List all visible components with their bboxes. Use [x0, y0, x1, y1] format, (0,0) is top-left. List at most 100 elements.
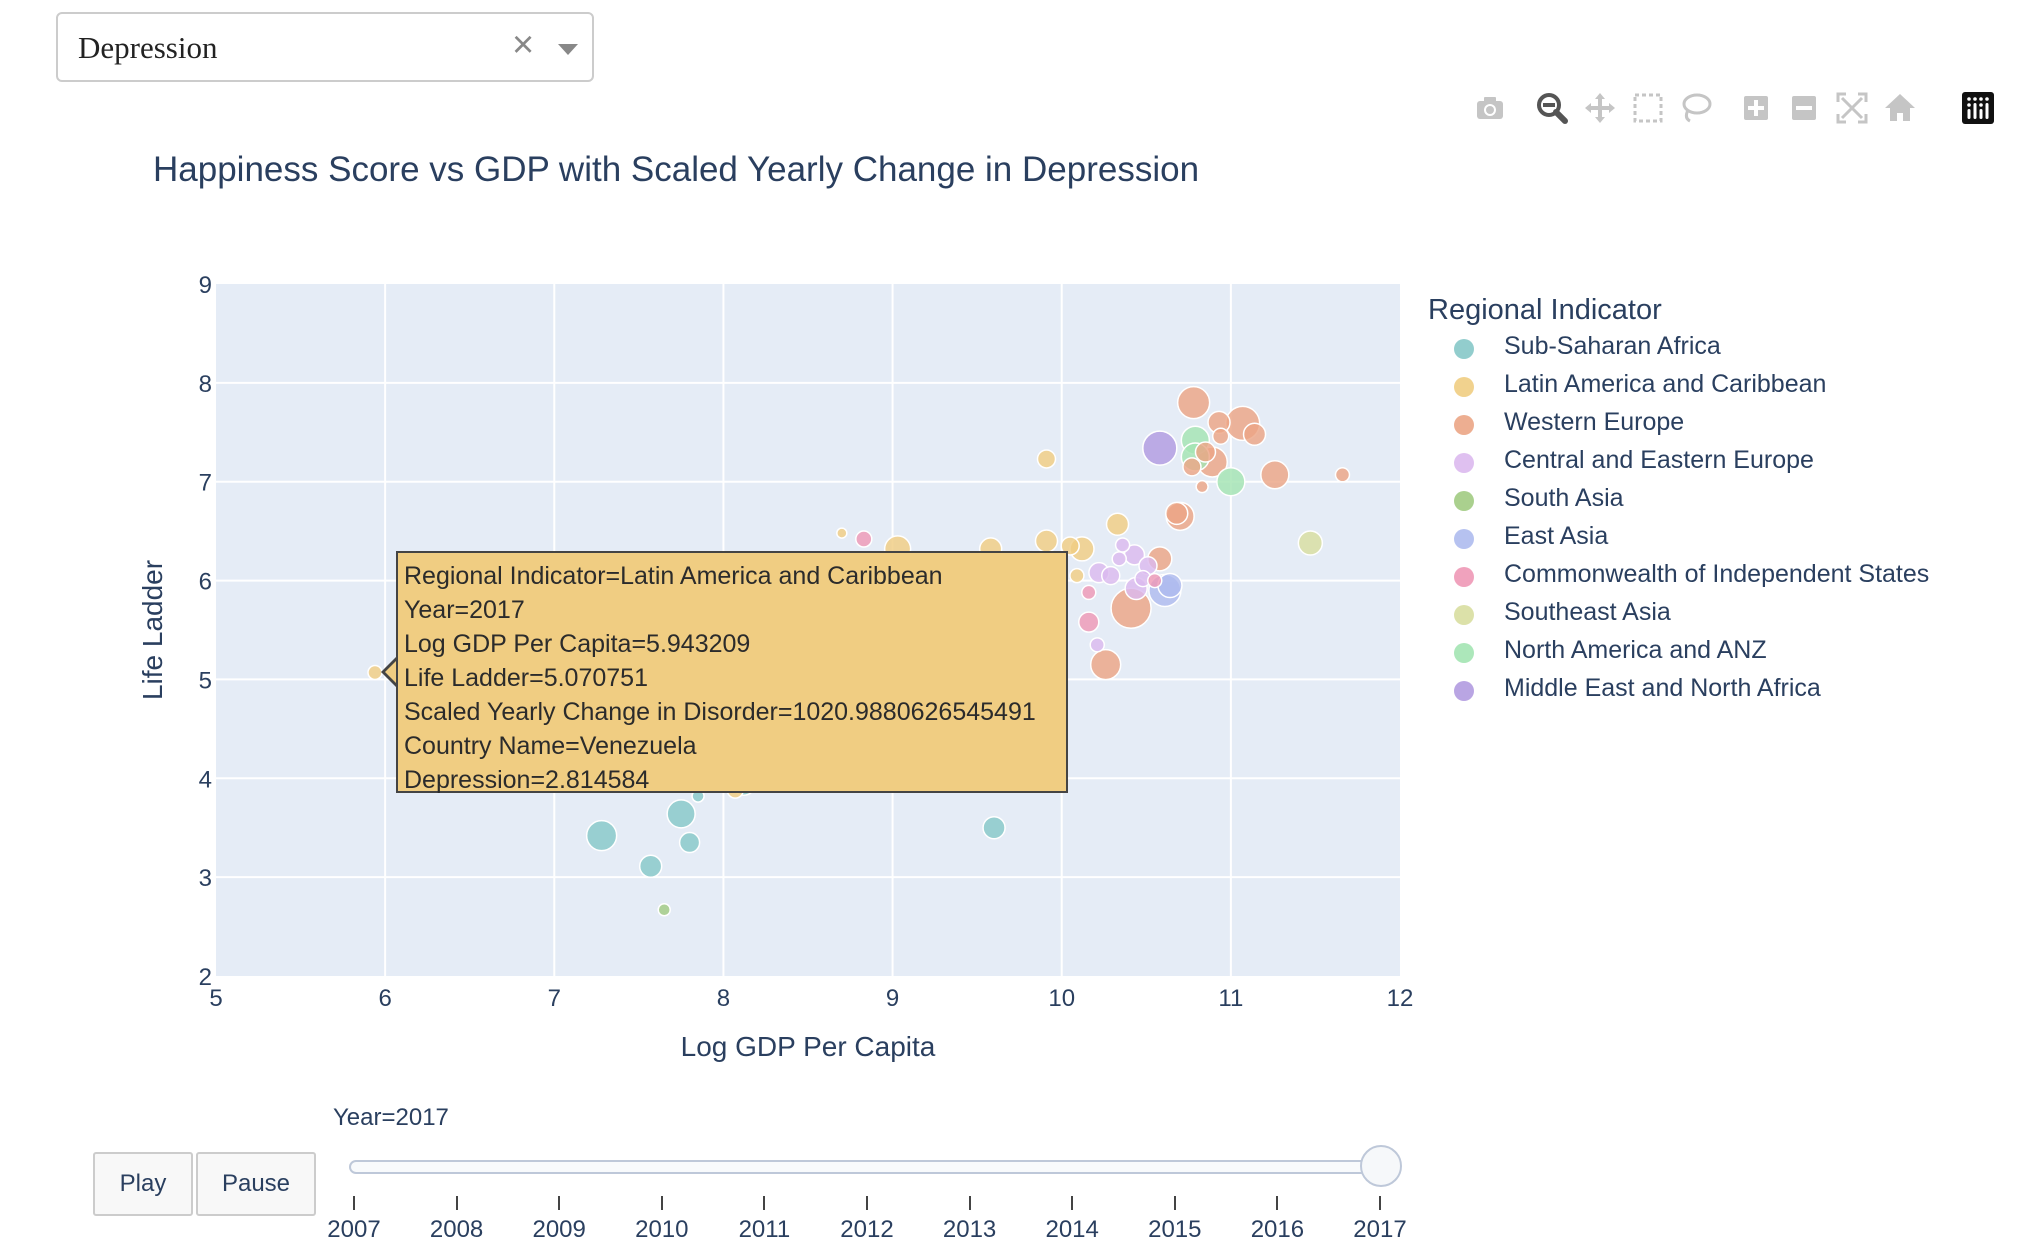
lasso-select-icon[interactable] — [1676, 88, 1716, 128]
y-axis-label: Life Ladder — [137, 560, 168, 700]
pan-icon[interactable] — [1580, 88, 1620, 128]
data-point[interactable] — [1060, 536, 1080, 556]
reset-axes-icon[interactable] — [1880, 88, 1920, 128]
data-point[interactable] — [1036, 449, 1057, 469]
slider-tick-label[interactable]: 2007 — [327, 1216, 381, 1243]
zoom-out-icon[interactable] — [1784, 88, 1824, 128]
data-point[interactable] — [1260, 460, 1290, 490]
data-point[interactable] — [1101, 565, 1121, 586]
y-tick-label: 3 — [199, 865, 212, 892]
slider-tick-label[interactable]: 2010 — [635, 1216, 689, 1243]
data-point[interactable] — [1111, 551, 1127, 567]
data-point[interactable] — [1034, 529, 1059, 553]
data-point[interactable] — [1114, 537, 1131, 553]
data-point[interactable] — [1297, 530, 1324, 556]
data-point[interactable] — [1105, 512, 1130, 536]
data-point[interactable] — [657, 903, 671, 917]
legend-marker — [1454, 605, 1474, 625]
data-point[interactable] — [1195, 479, 1209, 494]
autoscale-icon[interactable] — [1832, 88, 1872, 128]
data-point[interactable] — [1146, 572, 1163, 589]
slider-tick-label[interactable]: 2015 — [1148, 1216, 1202, 1243]
data-point[interactable] — [1089, 648, 1122, 681]
data-point[interactable] — [1089, 637, 1105, 653]
legend-label: Middle East and North Africa — [1504, 674, 1821, 702]
data-point[interactable] — [836, 527, 848, 539]
data-point[interactable] — [855, 530, 873, 548]
slider-tick-label[interactable]: 2016 — [1250, 1216, 1305, 1243]
slider-tick — [455, 1196, 458, 1210]
data-point[interactable] — [1242, 422, 1267, 447]
data-point[interactable] — [666, 799, 696, 829]
zoom-in-icon[interactable] — [1736, 88, 1776, 128]
data-point[interactable] — [1081, 584, 1097, 601]
data-point[interactable] — [1216, 466, 1246, 497]
x-tick-label: 6 — [378, 985, 391, 1012]
data-point[interactable] — [1176, 385, 1211, 420]
legend-label: South Asia — [1504, 484, 1624, 512]
play-button[interactable]: Play — [93, 1152, 193, 1216]
data-point[interactable] — [638, 854, 663, 879]
plotly-logo-icon[interactable] — [1958, 88, 1998, 128]
legend-label: Southeast Asia — [1504, 598, 1671, 626]
tooltip-line: Year=2017 — [404, 596, 525, 624]
slider-tick-label[interactable]: 2008 — [429, 1216, 484, 1243]
tooltip-arrow-fill — [385, 658, 399, 686]
data-point[interactable] — [1164, 501, 1189, 526]
slider-tick-label[interactable]: 2017 — [1353, 1216, 1407, 1243]
tooltip-line: Scaled Yearly Change in Disorder=1020.98… — [404, 698, 1036, 726]
clear-icon[interactable]: × — [512, 24, 535, 66]
slider-tick-label[interactable]: 2012 — [840, 1216, 894, 1243]
data-point[interactable] — [1078, 611, 1100, 633]
tooltip-line: Depression=2.814584 — [404, 766, 650, 794]
slider-tick — [353, 1196, 355, 1210]
legend-marker — [1454, 643, 1474, 663]
x-axis-label: Log GDP Per Capita — [681, 1031, 936, 1062]
year-slider-handle[interactable] — [1360, 1145, 1402, 1187]
box-select-icon[interactable] — [1628, 88, 1668, 128]
legend-marker — [1454, 453, 1474, 473]
slider-tick-label[interactable]: 2013 — [942, 1216, 997, 1243]
data-point[interactable] — [982, 815, 1006, 840]
x-tick-label: 9 — [886, 985, 899, 1012]
x-tick-label: 7 — [548, 985, 561, 1012]
camera-icon[interactable] — [1470, 88, 1510, 128]
data-point[interactable] — [1182, 457, 1202, 477]
legend-label: Western Europe — [1504, 408, 1685, 436]
legend-label: Commonwealth of Independent States — [1504, 560, 1930, 588]
year-slider-track[interactable] — [349, 1160, 1401, 1174]
tooltip-line: Country Name=Venezuela — [404, 732, 697, 760]
data-point[interactable] — [367, 664, 383, 681]
data-point[interactable] — [678, 831, 701, 854]
slider-tick-label[interactable]: 2011 — [738, 1216, 791, 1243]
y-tick-label: 5 — [199, 667, 212, 694]
y-tick-label: 8 — [199, 371, 212, 398]
data-point[interactable] — [585, 819, 618, 852]
slider-tick — [1276, 1196, 1279, 1210]
legend-marker — [1454, 491, 1474, 511]
slider-tick — [763, 1196, 766, 1210]
chevron-down-icon[interactable] — [558, 44, 578, 55]
x-tick-label: 10 — [1048, 985, 1075, 1012]
data-point[interactable] — [1334, 467, 1351, 483]
data-point[interactable] — [1194, 441, 1217, 463]
slider-tick-label[interactable]: 2009 — [532, 1216, 586, 1243]
data-point[interactable] — [1069, 567, 1085, 584]
zoom-icon[interactable] — [1532, 88, 1572, 128]
data-point[interactable] — [1142, 430, 1178, 466]
legend-marker — [1454, 415, 1474, 435]
x-axis-ticks: 5 6 7 8 9 10 11 12 — [209, 985, 1413, 1012]
tooltip-line: Regional Indicator=Latin America and Car… — [404, 562, 943, 590]
x-tick-label: 5 — [209, 985, 222, 1012]
legend-marker — [1454, 339, 1474, 359]
legend-label: North America and ANZ — [1504, 636, 1767, 664]
metric-dropdown[interactable]: Depression × — [56, 12, 594, 82]
pause-button[interactable]: Pause — [196, 1152, 316, 1216]
slider-tick-label[interactable]: 2014 — [1045, 1216, 1099, 1243]
data-point[interactable] — [1211, 427, 1230, 445]
slider-tick — [968, 1196, 971, 1210]
slider-tick — [558, 1196, 561, 1210]
legend-marker — [1454, 377, 1474, 397]
data-points — [367, 385, 1351, 917]
